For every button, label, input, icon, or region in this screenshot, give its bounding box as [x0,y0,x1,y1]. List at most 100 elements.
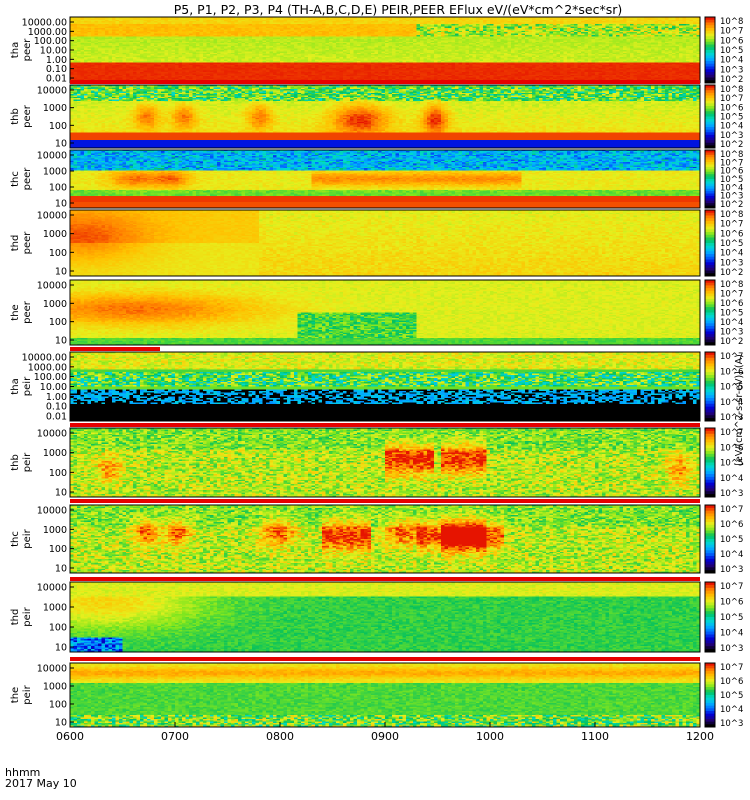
x-tick-label: 1200 [686,730,714,743]
colorbar-tick-label: 10^8 [720,85,743,95]
colorbar-step [705,174,715,178]
y-tick-label: 0.10 [46,64,67,75]
colorbar-step [705,166,715,170]
colorbar-step [705,462,715,466]
y-tick-label: 10000 [37,583,67,594]
colorbar-step [705,30,715,34]
y-tick-label: 1000 [43,167,67,178]
colorbar-step [705,17,715,21]
colorbar-step [705,245,715,249]
colorbar-tick-label: 10^7 [720,428,743,438]
colorbar-tick-label: 10^2 [720,337,743,347]
colorbar-frame [704,504,716,574]
colorbar-step [705,181,715,185]
colorbar-step [705,61,715,65]
colorbar-step [705,134,715,138]
colorbar-tick-label: 10^4 [720,398,743,408]
colorbar-step [705,622,715,627]
colorbar-tick-label: 10^6 [720,677,743,687]
spectrogram-raster [70,280,700,345]
colorbar-tick-label: 10^6 [720,598,743,608]
panel-frame [69,504,701,574]
colorbar-step [705,106,715,110]
colorbar-step [705,262,715,266]
colorbar: 10^810^710^610^510^410^310^2 [704,149,743,210]
x-tick-label: 1000 [476,730,504,743]
y-axis-label-probe: tha [10,42,21,58]
time-axis-label-hhmm: hhmm [5,766,40,779]
y-tick-label: 100.00 [34,36,67,47]
colorbar-step [705,19,715,23]
colorbar-tick-label: 10^6 [720,36,743,46]
y-tick-label: 10 [55,199,67,210]
colorbar-step [705,409,715,413]
colorbar-step [705,366,715,370]
colorbar-step [705,491,715,495]
colorbar-step [705,617,715,621]
spectrogram-raster [70,352,700,421]
colorbar-step [705,63,715,67]
y-tick-label: 1000 [43,682,67,693]
colorbar-tick-label: 10^7 [720,582,743,592]
colorbar-frame [704,351,716,422]
colorbar-step [705,649,715,653]
panel-frame [69,84,701,149]
colorbar-step [705,312,715,316]
colorbar-step [705,510,715,514]
colorbar-step [705,36,715,40]
colorbar-step [705,524,715,529]
colorbar-step [705,724,715,728]
colorbar-step [705,705,715,709]
colorbar-step [705,643,715,647]
colorbar-step [705,375,715,379]
time-axis-label-date: 2017 May 10 [5,777,77,790]
spectrogram-raster [70,85,700,148]
colorbar-tick-label: 10^5 [720,309,743,319]
colorbar-frame [704,279,716,346]
colorbar-step [705,339,715,343]
colorbar-step [705,539,715,543]
colorbar-step [705,599,715,603]
y-tick-label: 1000 [43,448,67,459]
colorbar-step [705,619,715,624]
y-tick-label: 1.00 [46,392,67,403]
time-axis: 0600 0700 0800 0900 1000 1100 1200 [56,722,714,743]
colorbar-step [705,254,715,258]
colorbar-frame [704,149,716,209]
colorbar-tick-label: 10^8 [720,280,743,290]
spectrogram-raster [70,428,700,497]
colorbar-tick-label: 10^6 [720,299,743,309]
colorbar-step [705,392,715,396]
colorbar-tick-label: 10^3 [720,719,743,729]
colorbar-step [705,92,715,96]
colorbar-step [705,210,715,214]
colorbar-step [705,697,715,701]
y-tick-label: 1000.00 [28,362,67,373]
colorbar-frame [704,581,716,653]
colorbar: 10^7 10^6 10^5 10^4 10^3 [704,662,743,729]
colorbar-tick-label: 10^5 [720,459,743,469]
colorbar-step [705,439,715,443]
colorbar-step [705,605,715,609]
colorbar-step [705,22,715,26]
colorbar-step [705,218,715,222]
colorbar-step [705,119,715,123]
colorbar-step [705,590,715,595]
colorbar-step [705,248,715,252]
colorbar-step [705,442,715,446]
colorbar-step [705,377,715,382]
colorbar-step [705,334,715,338]
colorbar-step [705,646,715,650]
y-tick-label: 0.10 [46,402,67,413]
data-gap-bar [70,499,700,503]
colorbar-step [705,628,715,633]
colorbar-tick-label: 10^6 [720,167,743,177]
colorbar-step [705,132,715,136]
colorbar-step [705,395,715,399]
colorbar-step [705,513,715,517]
colorbar-step [705,66,715,70]
colorbar-step [705,323,715,327]
colorbar-step [705,479,715,484]
colorbar-step [705,533,715,537]
